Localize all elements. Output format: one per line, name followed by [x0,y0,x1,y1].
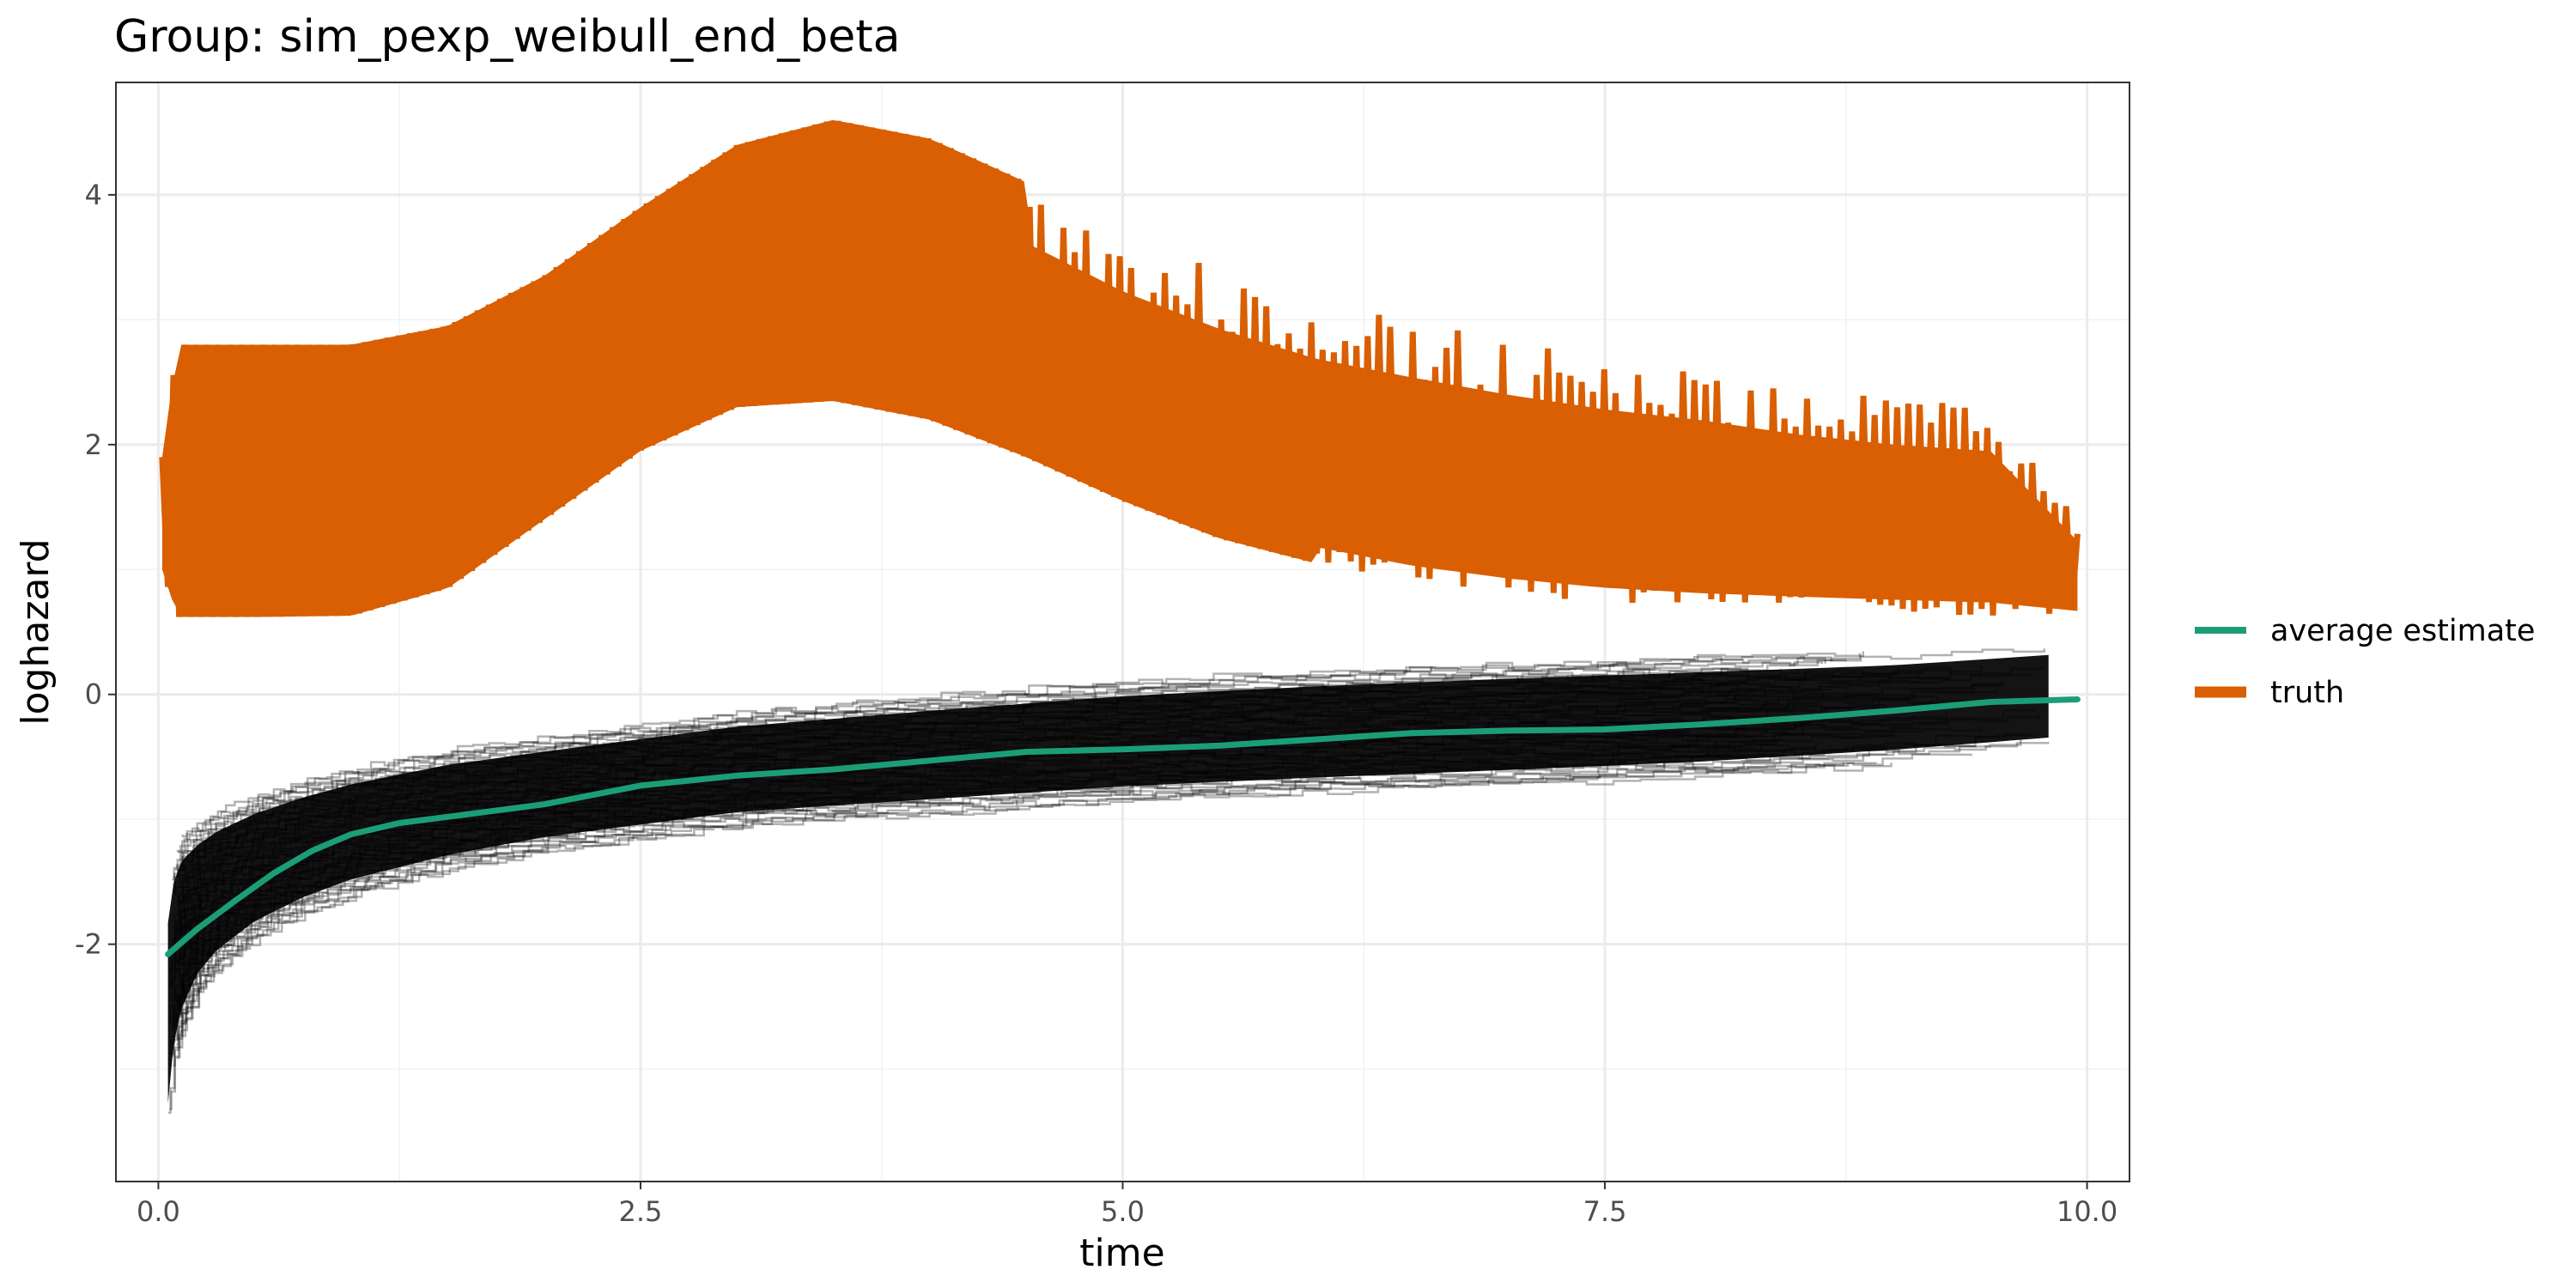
chart-title: Group: sim_pexp_weibull_end_beta [114,11,900,63]
estimate-curve [179,748,1888,1019]
estimates-core [167,654,2049,1103]
estimate-curve [179,707,1809,935]
estimate-curve [183,671,1919,883]
estimate-curve [173,714,2040,1001]
estimate-curve [174,689,1998,945]
estimate-curve [180,734,1899,989]
estimate-curve [181,651,1865,838]
y-tick-label-3: 4 [85,179,102,211]
estimate-curve [174,744,1742,1023]
estimate-curve [178,699,1909,939]
estimate-curve [181,667,1783,859]
estimate-curve [173,764,1777,1066]
y-axis: -2 0 2 4 [75,179,116,961]
estimate-curve [183,668,1899,871]
x-axis: 0.0 2.5 5.0 7.5 10.0 [137,1182,2117,1228]
estimate-curve [179,719,1911,966]
estimate-curve [183,669,1808,868]
estimate-curve [177,739,1777,1003]
x-tick-label-3: 7.5 [1583,1195,1627,1228]
estimate-curve [178,683,1765,902]
estimate-curve [179,744,1977,1014]
estimate-curve [169,696,1940,986]
estimate-curve [172,748,1786,1055]
y-tick-label-0: -2 [75,928,102,961]
estimate-curve [172,661,1824,886]
estimate-curve [173,681,2004,931]
estimate-curve [169,762,1878,1110]
estimate-curve [180,708,2036,967]
estimate-curve [167,741,2050,1115]
estimate-curve [173,720,1950,1000]
estimate-curve [173,667,1749,893]
estimate-curve [171,726,1895,1030]
y-tick-label-2: 2 [85,428,102,461]
y-tick-label-1: 0 [85,678,102,711]
estimate-curve [177,677,1950,910]
legend-label-truth: truth [2270,676,2344,710]
x-tick-label-1: 2.5 [619,1195,663,1228]
estimate-curve [176,762,1893,1060]
estimate-curve [178,685,1849,908]
estimate-curve [177,698,1974,948]
estimate-curve [182,731,1790,968]
estimate-curve [174,741,1817,1026]
estimate-curve [172,657,1826,881]
estimate-curve [176,653,1862,854]
plot-panel [115,82,2130,1182]
estimate-curve [172,674,2032,929]
estimate-curve [174,666,1953,895]
series-average-estimate [165,696,2081,957]
estimate-curve [178,648,2045,854]
series-layer [159,119,2081,1115]
estimate-curve [176,762,1845,1046]
estimate-curve [174,659,1847,872]
estimate-curve [169,709,1813,1001]
estimate-curve [178,734,2029,1015]
x-tick-label-2: 5.0 [1101,1195,1145,1228]
estimate-curve [176,690,1756,919]
estimate-curve [168,696,1874,989]
estimate-curve [169,696,1780,971]
estimate-curve [171,732,2038,1057]
estimate-curve [170,689,1975,970]
truth-band [161,119,2078,617]
x-tick-label-4: 10.0 [2057,1195,2117,1228]
estimate-curve [171,684,2004,954]
estimate-curve [176,667,2044,902]
legend: average estimate truth [2195,614,2535,710]
y-axis-title: loghazard [14,538,58,725]
estimate-curve [179,753,1973,1033]
estimate-curve [178,669,1749,872]
series-truth [159,119,2081,617]
estimate-curve [169,739,1770,1055]
legend-label-average-estimate: average estimate [2270,614,2535,648]
estimate-curve [176,739,2022,1040]
x-tick-label-0: 0.0 [137,1195,180,1228]
estimate-curve [171,726,1983,1027]
estimate-curve [180,665,1983,884]
x-axis-title: time [1079,1231,1164,1275]
